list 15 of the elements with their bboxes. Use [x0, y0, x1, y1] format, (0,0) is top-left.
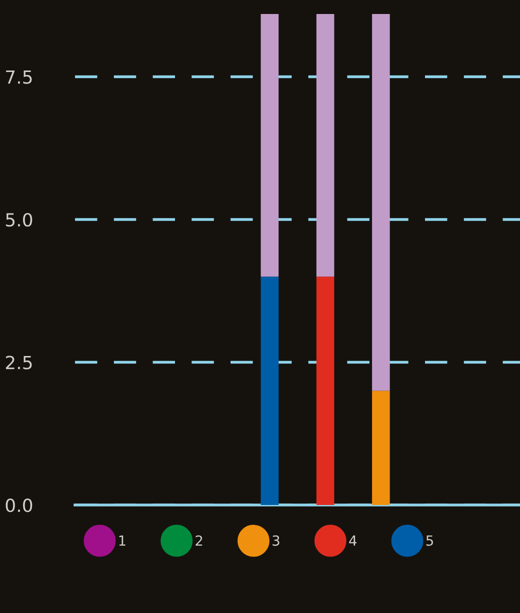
y-tick-label: 2.5 [6, 356, 32, 370]
bar [316, 276, 334, 505]
legend-label: 1 [119, 536, 126, 546]
legend-label: 5 [426, 536, 433, 546]
legend-label: 2 [196, 535, 202, 546]
y-tick-label: 5.0 [6, 212, 32, 227]
legend-label: 4 [349, 536, 357, 546]
bar [316, 14, 334, 277]
bar [372, 390, 390, 505]
legend-label: 3 [272, 535, 280, 546]
y-tick-label: 7.5 [6, 70, 32, 84]
bar [372, 14, 390, 391]
y-tick-label: 0.0 [6, 498, 32, 512]
bar [260, 14, 279, 277]
bar [260, 276, 279, 505]
